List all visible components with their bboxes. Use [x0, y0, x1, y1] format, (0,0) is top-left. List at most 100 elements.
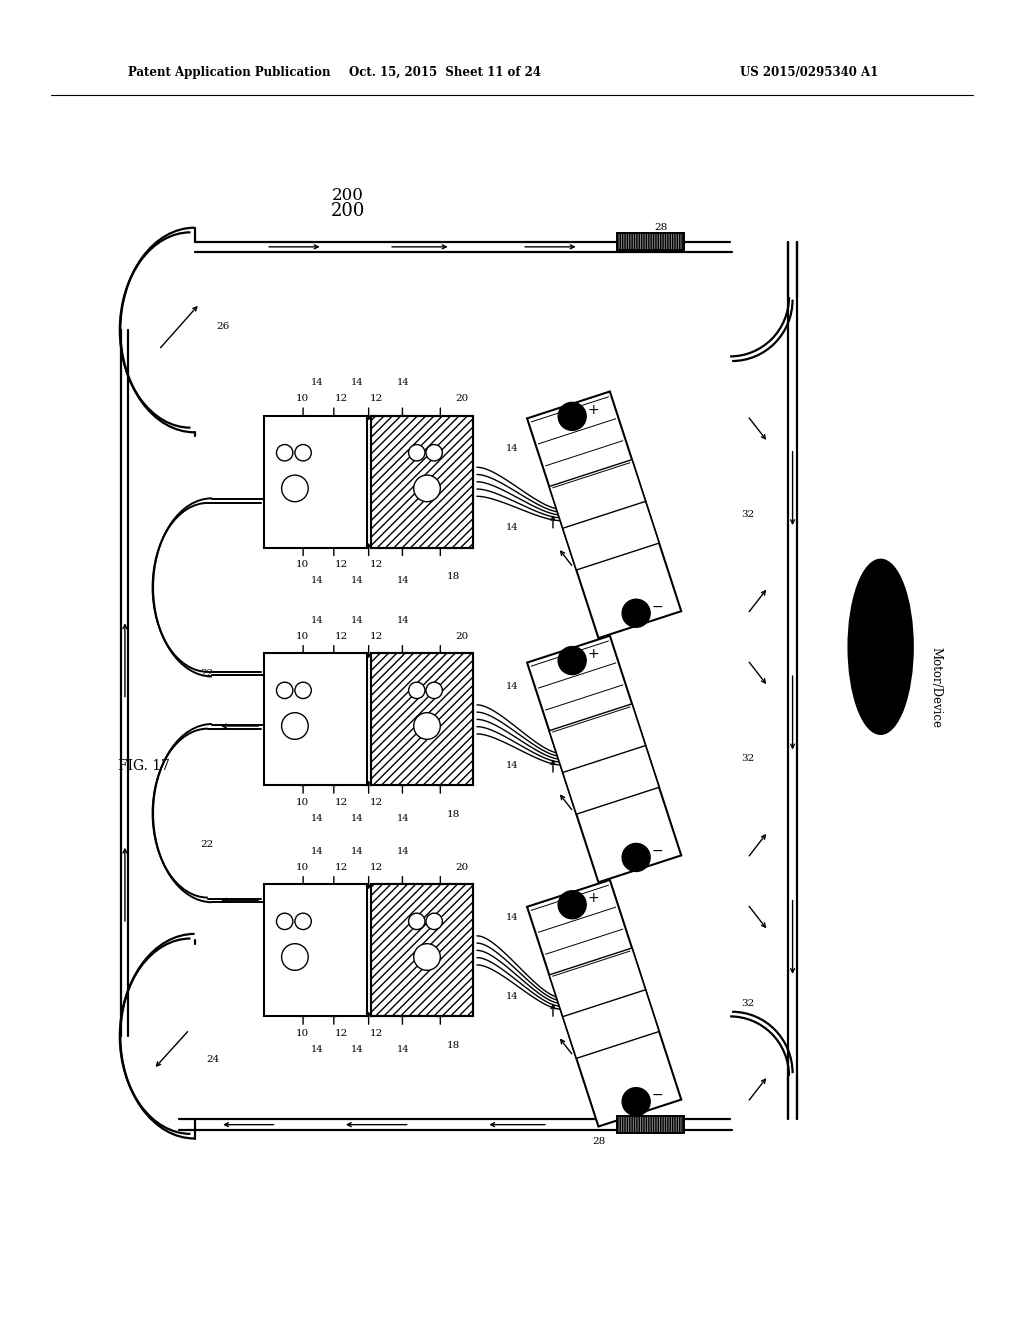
Circle shape: [282, 944, 308, 970]
Circle shape: [276, 913, 293, 929]
Text: −: −: [651, 843, 663, 858]
Bar: [371, 653, 473, 785]
Text: 22: 22: [201, 841, 213, 849]
Circle shape: [623, 599, 650, 627]
Text: 14: 14: [397, 616, 410, 624]
Text: 12: 12: [371, 1030, 383, 1038]
Bar: [549, 704, 659, 814]
Text: 20: 20: [456, 395, 468, 403]
Bar: [264, 653, 367, 785]
Bar: [371, 416, 473, 548]
Text: 14: 14: [397, 379, 410, 387]
Bar: [527, 880, 681, 1126]
Text: Oct. 15, 2015  Sheet 11 of 24: Oct. 15, 2015 Sheet 11 of 24: [349, 66, 542, 79]
Circle shape: [295, 445, 311, 461]
Text: 200: 200: [332, 187, 365, 203]
Bar: [549, 948, 659, 1059]
Bar: [549, 459, 659, 570]
Text: 14: 14: [351, 814, 364, 822]
Text: Patent Application Publication: Patent Application Publication: [128, 66, 331, 79]
Text: 12: 12: [371, 863, 383, 871]
Circle shape: [282, 475, 308, 502]
Text: 14: 14: [397, 577, 410, 585]
Text: −: −: [651, 599, 663, 614]
Circle shape: [276, 445, 293, 461]
Text: 16: 16: [572, 669, 585, 677]
Circle shape: [623, 843, 650, 871]
Text: 14: 14: [506, 445, 518, 453]
Circle shape: [558, 891, 586, 919]
Text: 14: 14: [506, 913, 518, 921]
Text: 14: 14: [311, 379, 324, 387]
Text: 20: 20: [456, 632, 468, 640]
Bar: [549, 948, 659, 1059]
Circle shape: [558, 403, 586, 430]
Text: 28: 28: [593, 1138, 605, 1146]
Text: 14: 14: [506, 993, 518, 1001]
Text: 16: 16: [592, 940, 604, 948]
Bar: [371, 653, 473, 785]
Text: 32: 32: [741, 999, 754, 1007]
Text: 26: 26: [217, 322, 229, 330]
Text: 18: 18: [447, 573, 460, 581]
Text: 10: 10: [296, 632, 308, 640]
Text: 14: 14: [311, 1045, 324, 1053]
Bar: [264, 416, 367, 548]
Text: 16: 16: [572, 913, 585, 921]
Text: 12: 12: [371, 395, 383, 403]
Bar: [371, 884, 473, 1016]
Text: +: +: [588, 403, 599, 417]
Text: 14: 14: [311, 847, 324, 855]
Circle shape: [558, 647, 586, 675]
Text: 18: 18: [447, 1041, 460, 1049]
Text: 20: 20: [456, 863, 468, 871]
Text: 10: 10: [296, 799, 308, 807]
Text: 10: 10: [296, 863, 308, 871]
Text: FIG. 17: FIG. 17: [118, 759, 170, 772]
Bar: [264, 884, 367, 1016]
Circle shape: [409, 913, 425, 929]
Circle shape: [282, 713, 308, 739]
Text: 14: 14: [351, 379, 364, 387]
Text: 12: 12: [371, 561, 383, 569]
Text: +: +: [588, 891, 599, 906]
Text: 14: 14: [397, 1045, 410, 1053]
Text: 14: 14: [397, 814, 410, 822]
Circle shape: [414, 475, 440, 502]
Text: 14: 14: [311, 616, 324, 624]
Text: 14: 14: [351, 847, 364, 855]
Text: 28: 28: [654, 223, 667, 231]
Text: US 2015/0295340 A1: US 2015/0295340 A1: [739, 66, 879, 79]
Text: 14: 14: [535, 445, 547, 453]
Circle shape: [623, 1088, 650, 1115]
Circle shape: [276, 682, 293, 698]
Ellipse shape: [848, 560, 913, 734]
Text: 14: 14: [397, 847, 410, 855]
Text: 32: 32: [741, 511, 754, 519]
Bar: [371, 884, 473, 1016]
Text: 14: 14: [506, 524, 518, 532]
Text: 14: 14: [351, 577, 364, 585]
Text: 14: 14: [506, 682, 518, 690]
Text: 10: 10: [296, 395, 308, 403]
Text: 32: 32: [741, 755, 754, 763]
Circle shape: [295, 682, 311, 698]
Circle shape: [295, 913, 311, 929]
Text: 14: 14: [311, 814, 324, 822]
Bar: [549, 704, 659, 814]
Bar: [527, 636, 681, 882]
Text: 200: 200: [331, 202, 366, 220]
Bar: [549, 459, 659, 570]
Text: 12: 12: [335, 799, 347, 807]
Bar: [371, 416, 473, 548]
Text: 12: 12: [335, 632, 347, 640]
Circle shape: [426, 682, 442, 698]
Bar: [616, 232, 684, 251]
Text: 12: 12: [371, 632, 383, 640]
Text: 10: 10: [296, 1030, 308, 1038]
Text: 16: 16: [572, 425, 585, 433]
Text: 14: 14: [351, 616, 364, 624]
Text: 12: 12: [335, 395, 347, 403]
Text: +: +: [588, 647, 599, 661]
Text: 14: 14: [351, 1045, 364, 1053]
